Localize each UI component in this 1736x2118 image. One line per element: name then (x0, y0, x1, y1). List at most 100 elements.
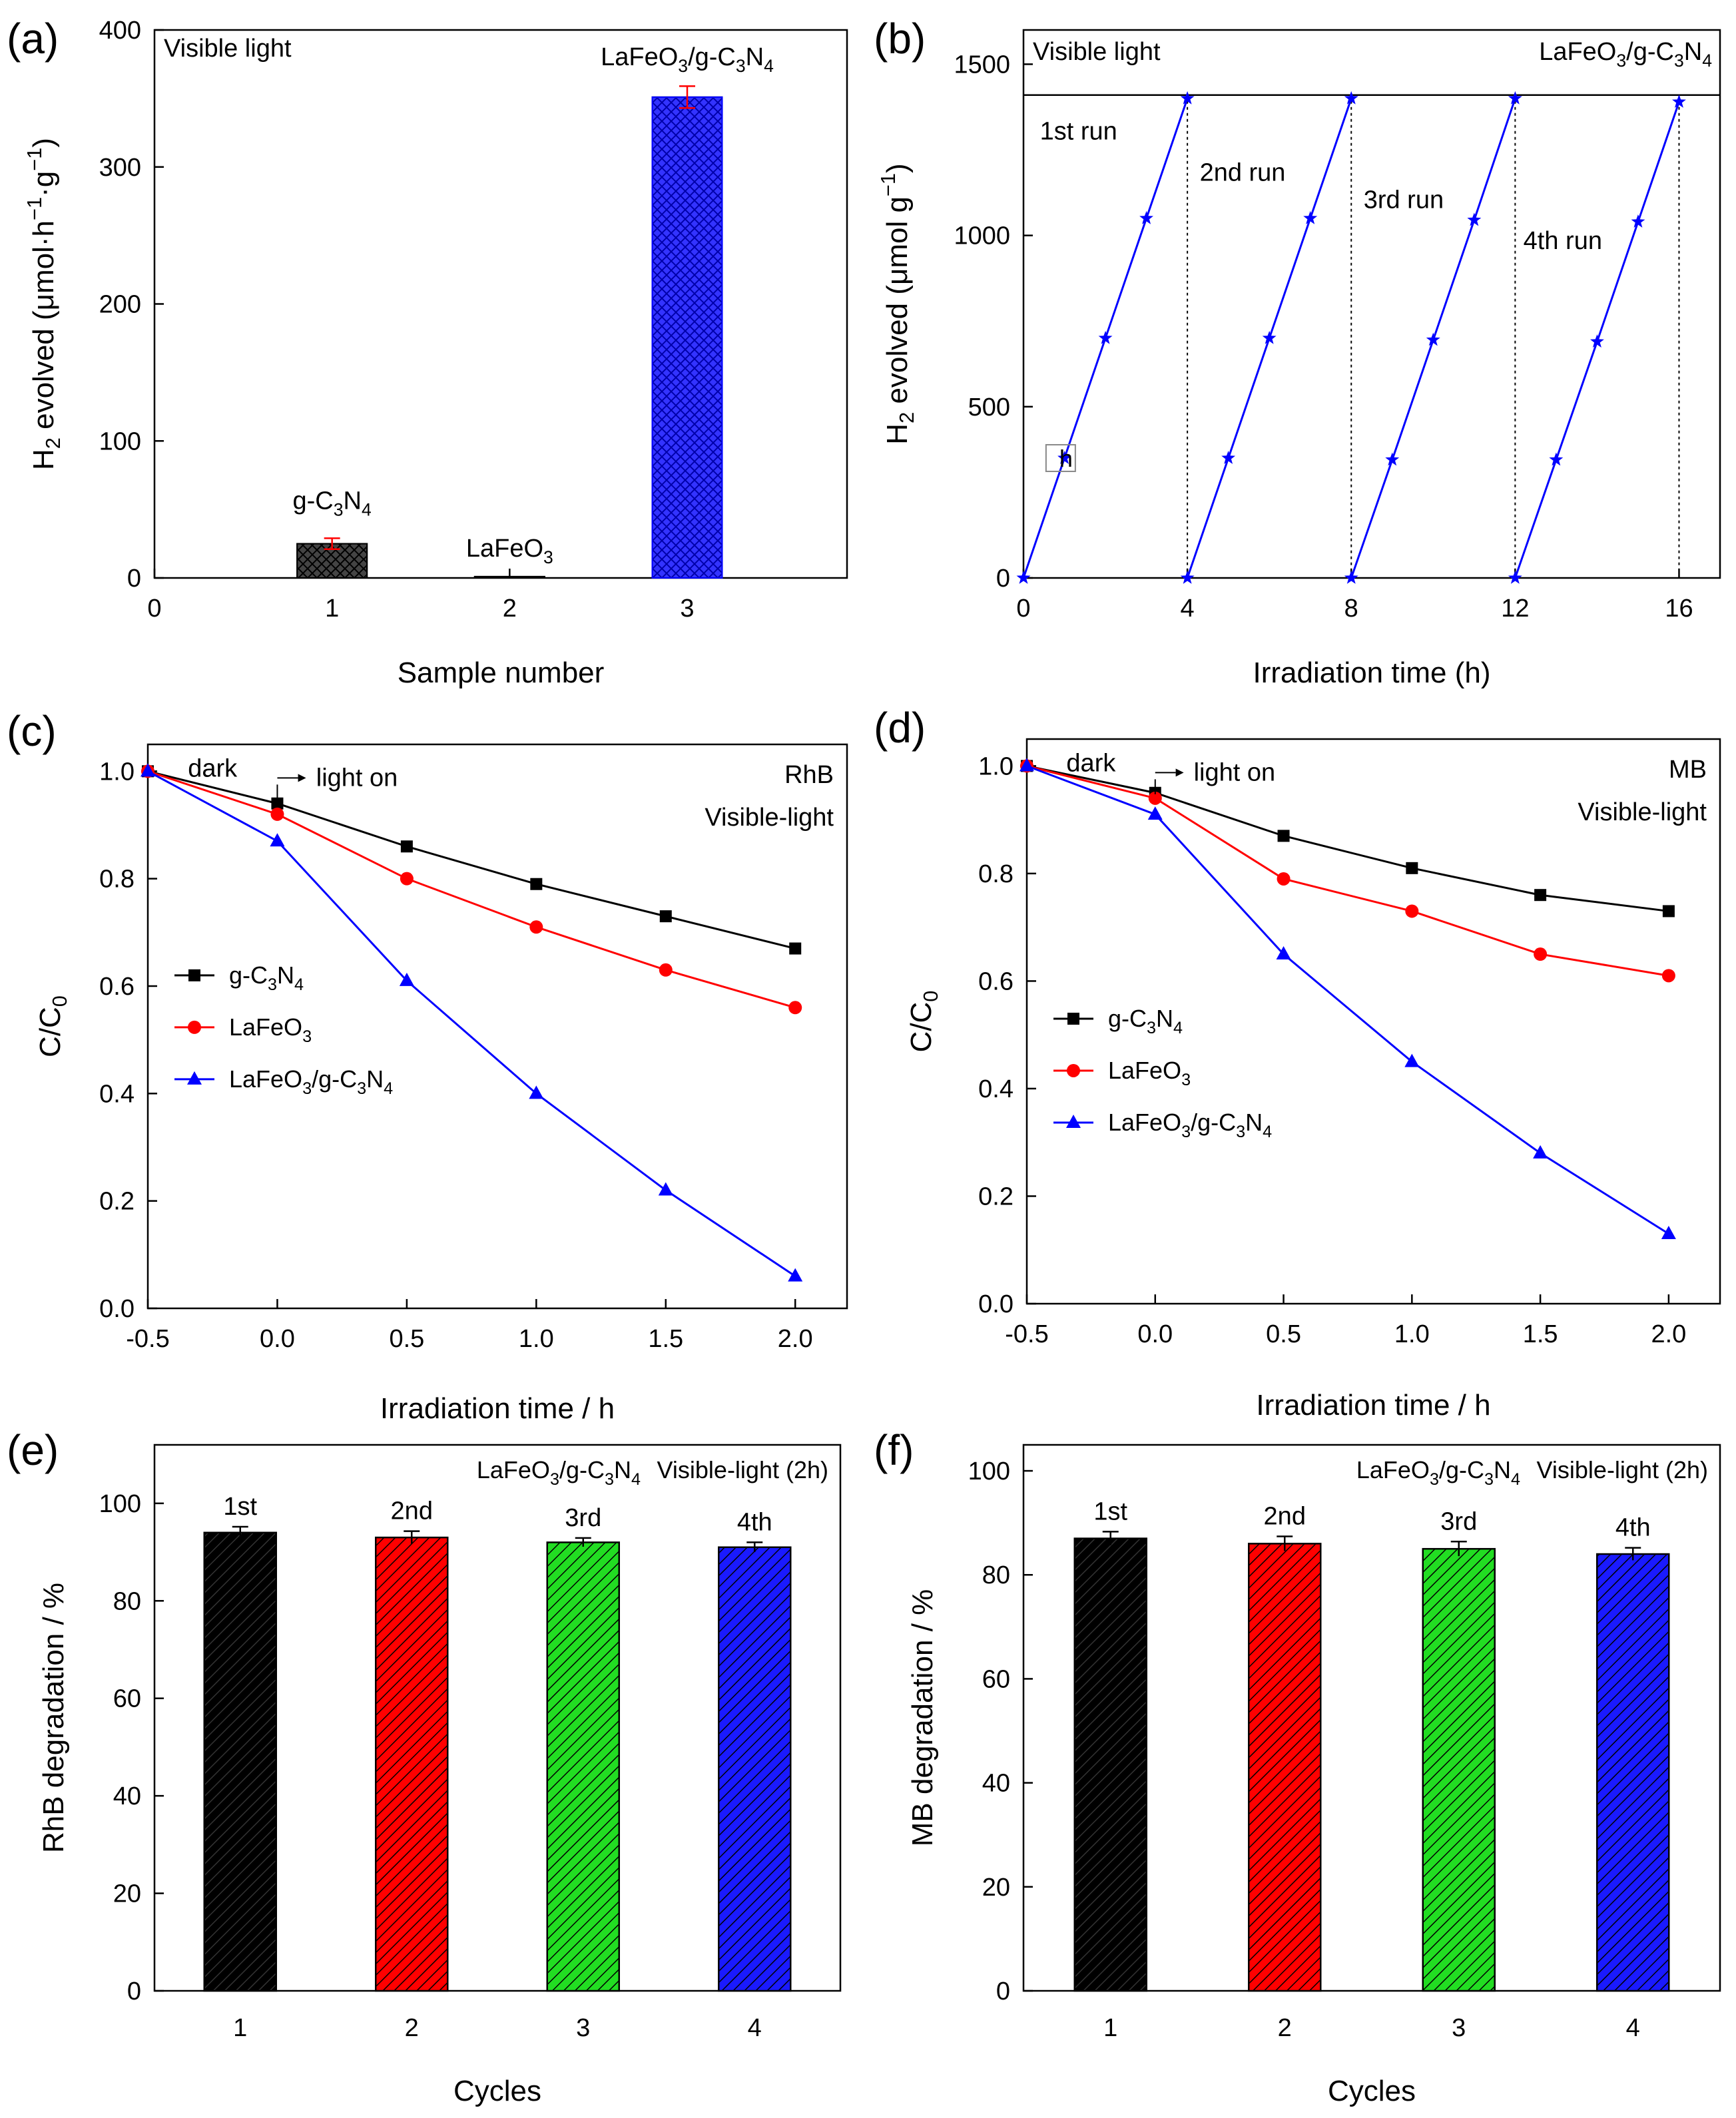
plot-frame (146, 743, 848, 1310)
bar-label: g-C3N4 (293, 487, 372, 520)
square-marker (1662, 905, 1675, 918)
text-span: N (1684, 38, 1702, 66)
triangle-marker (1533, 1145, 1548, 1159)
legend-label: LaFeO3 (1108, 1057, 1191, 1089)
panel-c: 0.00.20.40.60.81.0-0.5 0.0 0.5 1.0 1.5 2.0dar… (7, 707, 848, 1425)
x-tick-label: 0 (1016, 595, 1030, 623)
text-span: 4 (294, 975, 304, 994)
x-tick-label: -0.5 (1005, 1320, 1048, 1348)
star-marker (1344, 91, 1358, 105)
x-tick-label: 1.0 (1394, 1320, 1430, 1348)
text-span: LaFeO (466, 535, 543, 563)
panel-d: 0.00.20.40.60.81.0-0.5 0.0 0.5 1.0 1.5 2.0dar… (874, 704, 1721, 1422)
circle-marker (1661, 969, 1675, 983)
x-tick-label: 4 (1626, 2014, 1640, 2042)
y-tick-label: 200 (99, 291, 141, 319)
y-tick-label: 0.8 (978, 860, 1013, 888)
annotation-right: LaFeO3/g-C3N4 (1539, 38, 1712, 71)
text-span: LaFeO (229, 1013, 302, 1041)
text-span: /g-C (1439, 1456, 1484, 1483)
x-axis-label: Cycles (453, 2075, 541, 2107)
x-tick-label: 3 (1452, 2014, 1466, 2042)
text-span: 3 (268, 975, 277, 994)
text-span: g-C (293, 487, 334, 515)
text-span: 4 (384, 1079, 393, 1098)
y-tick-label: 1500 (954, 51, 1010, 79)
light-annotation: Visible-light (1578, 798, 1707, 826)
text-span: 4 (362, 500, 372, 520)
legend-label: g-C3N4 (229, 961, 304, 994)
text-span: 3 (1236, 1123, 1245, 1141)
y-tick-label: 400 (99, 17, 141, 45)
panel-label: (c) (7, 707, 57, 755)
dye-annotation: RhB (784, 761, 834, 789)
y-axis-label: H2 evolved (μmol g−1) (876, 163, 918, 444)
panel-e: 02040608010011st22nd33rd44thLaFeO3/g-C3N… (7, 1426, 842, 2107)
y-tick-label: 0.0 (99, 1295, 135, 1323)
bar-label: 4th (737, 1508, 772, 1536)
text-span: C/C (34, 1007, 67, 1057)
star-marker (1180, 91, 1195, 105)
annotation-left: Visible light (1033, 38, 1161, 66)
text-span: 3 (543, 547, 553, 567)
y-tick-label: 40 (113, 1782, 141, 1810)
star-marker (1303, 210, 1318, 224)
run-label: 1st run (1040, 118, 1117, 146)
bar-hatch (473, 575, 545, 579)
square-marker (659, 910, 672, 923)
square-marker (789, 942, 802, 955)
star-marker (1221, 451, 1236, 464)
triangle-marker (270, 833, 285, 847)
x-tick-label: 2.0 (1651, 1320, 1686, 1348)
text-span: −1 (23, 197, 46, 220)
text-span: LaFeO (1108, 1109, 1181, 1136)
triangle-marker (1147, 806, 1163, 820)
text-span: N (746, 43, 764, 71)
arrow-head (298, 774, 306, 782)
y-axis-label: RhB degradation / % (37, 1583, 70, 1853)
x-tick-label: 2 (503, 595, 517, 623)
text-span: 3 (1181, 1071, 1191, 1089)
triangle-marker (399, 972, 414, 986)
x-axis-label: Irradiation time / h (1256, 1389, 1490, 1422)
plot-frame (153, 29, 848, 579)
annotation: Visible light (164, 35, 292, 63)
star-marker (1262, 330, 1277, 344)
x-axis-label: Irradiation time / h (380, 1392, 615, 1425)
text-span: N (344, 487, 362, 515)
y-tick-label: 100 (99, 427, 141, 455)
y-tick-label: 0.6 (99, 973, 135, 1001)
text-span: N (1245, 1109, 1263, 1136)
y-tick-label: 0.4 (99, 1080, 135, 1108)
text-span: 4 (631, 1470, 641, 1489)
text-span: 4 (1511, 1470, 1520, 1489)
text-span: 3 (334, 500, 344, 520)
panel-label: (a) (7, 15, 59, 63)
star-marker (1016, 571, 1031, 584)
bar (718, 1546, 792, 1992)
light-on-label: light on (1194, 758, 1276, 786)
y-axis-label: MB degradation / % (906, 1589, 939, 1846)
x-tick-label: 3 (576, 2014, 590, 2042)
triangle-marker (1276, 946, 1291, 960)
text-span: −1 (876, 173, 900, 196)
bar-label: 3rd (565, 1504, 601, 1532)
bar-label: 2nd (391, 1497, 433, 1525)
y-tick-label: 0.2 (99, 1188, 135, 1216)
text-span: /g-C (1191, 1109, 1236, 1136)
y-tick-label: 0.6 (978, 967, 1013, 995)
circle-marker (1148, 791, 1162, 805)
y-tick-label: 60 (113, 1685, 141, 1713)
legend-label: LaFeO3 (229, 1013, 312, 1046)
text-span: LaFeO (601, 43, 678, 71)
dark-label: dark (1066, 749, 1116, 777)
light-on-label: light on (316, 764, 398, 792)
x-tick-label: 1 (233, 2014, 247, 2042)
star-marker (1344, 571, 1358, 584)
run-label: 2nd run (1200, 158, 1286, 186)
x-tick-label: 12 (1501, 595, 1529, 623)
text-span: /g-C (559, 1456, 605, 1483)
text-span: 4 (1702, 51, 1712, 71)
x-tick-label: 0 (147, 595, 161, 623)
